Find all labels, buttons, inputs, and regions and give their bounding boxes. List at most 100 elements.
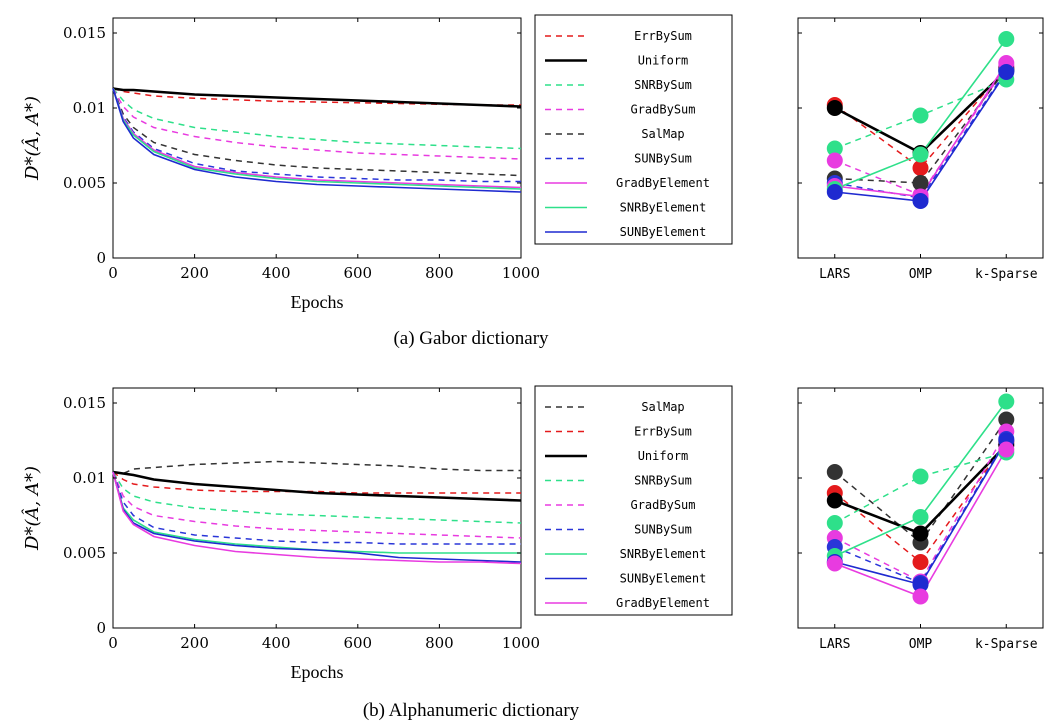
data-point-sunbyelement: [912, 193, 929, 209]
data-point-gradbysum: [826, 152, 843, 169]
data-point-snrbysum: [826, 140, 843, 157]
caption-alphanumeric: (b) Alphanumeric dictionary: [363, 700, 580, 721]
series-line-uniform: [112, 87, 522, 108]
legend-label-snrbysum: SNRBySum: [634, 78, 692, 92]
series-line-snrbyelement: [112, 471, 521, 554]
series-line-gradbyelement: [112, 471, 522, 565]
legend-label-gradbyelement: GradByElement: [616, 176, 710, 190]
x-tick-label: 0: [108, 634, 118, 652]
plot-frame: [112, 17, 522, 259]
x-tick-label: 800: [425, 264, 454, 282]
series-line-sunbysum: [112, 471, 521, 545]
row-alphanumeric: 0 200 400 600 800 1000 0 0.005 0.01 0.015 Epochs D*…: [20, 385, 1044, 721]
method-chart-gabor: LARS OMP k-Sparse: [797, 17, 1044, 282]
x-tick-label: 1000: [502, 264, 540, 282]
y-tick-label: 0: [96, 249, 106, 267]
row-gabor: 0 200 400 600 800 1000 0 0.005 0.01 0.015 Epochs D*…: [20, 14, 1044, 349]
data-point-uniform: [912, 525, 929, 542]
legend-label-snrbysum: SNRBySum: [634, 474, 692, 488]
data-point-uniform: [826, 100, 843, 116]
line-chart-alphanumeric: 0 200 400 600 800 1000 0 0.005 0.01 0.015 Epochs D*…: [20, 387, 540, 682]
data-point-errbysum: [912, 160, 929, 176]
category-label-lars: LARS: [819, 637, 850, 652]
data-point-uniform: [826, 492, 843, 509]
series-line-sunbysum: [112, 88, 521, 183]
x-tick-label: 400: [262, 634, 291, 652]
legend-label-salmap: SalMap: [641, 400, 684, 414]
y-tick-label: 0.015: [63, 24, 106, 42]
data-point-salmap: [912, 175, 929, 191]
legend-label-uniform: Uniform: [638, 449, 689, 463]
data-point-sunbyelement: [998, 64, 1015, 80]
category-label-lars: LARS: [819, 267, 850, 282]
data-point-salmap: [826, 464, 843, 480]
series-line-uniform: [112, 470, 522, 502]
data-point-snrbyelement: [912, 509, 929, 525]
data-point-sunbyelement: [826, 184, 843, 200]
category-label-omp: OMP: [909, 637, 933, 652]
data-point-snrbysum: [912, 107, 929, 124]
data-point-snrbyelement: [998, 31, 1015, 47]
x-tick-label: 200: [180, 264, 209, 282]
category-label-k-sparse: k-Sparse: [975, 267, 1038, 282]
y-tick-label: 0.01: [73, 99, 106, 117]
method-chart-alphanumeric: LARS OMP k-Sparse: [797, 387, 1044, 652]
method-line-errbysum: [834, 67, 1007, 170]
legend-label-uniform: Uniform: [638, 54, 689, 68]
x-tick-label: 600: [343, 264, 372, 282]
y-tick-label: 0: [96, 619, 106, 637]
legend-frame: [534, 14, 733, 245]
x-tick-label: 1000: [502, 634, 540, 652]
line-chart-gabor: 0 200 400 600 800 1000 0 0.005 0.01 0.015 Epochs D*…: [20, 17, 540, 312]
data-point-snrbysum: [826, 515, 843, 531]
plot-frame: [112, 387, 522, 629]
method-line-snrbysum: [834, 451, 1007, 524]
series-line-sunbyelement: [112, 471, 522, 563]
series-line-snrbysum: [112, 471, 522, 524]
legend-label-gradbysum: GradBySum: [630, 498, 695, 512]
legend-label-salmap: SalMap: [641, 127, 684, 141]
y-tick-label: 0.005: [63, 174, 106, 192]
x-tick-label: 800: [425, 634, 454, 652]
category-label-omp: OMP: [909, 267, 933, 282]
y-axis-label: D*(Â, A*): [20, 96, 43, 181]
data-point-snrbyelement: [998, 393, 1015, 410]
x-tick-label: 400: [262, 264, 291, 282]
legend-label-gradbyelement: GradByElement: [616, 596, 710, 610]
x-tick-label: 600: [343, 634, 372, 652]
series-line-snrbysum: [112, 88, 522, 150]
legend-label-sunbysum: SUNBySum: [634, 152, 692, 166]
series-line-salmap: [112, 460, 521, 475]
category-label-k-sparse: k-Sparse: [975, 637, 1038, 652]
legend-label-sunbyelement: SUNByElement: [620, 225, 707, 239]
series-line-snrbyelement: [112, 88, 522, 190]
legend-gabor: ErrBySum Uniform SNRBySum GradBySum SalMap SU…: [534, 14, 733, 245]
x-axis-label: Epochs: [291, 292, 344, 312]
legend-label-sunbyelement: SUNByElement: [620, 572, 707, 586]
series-line-errbysum: [112, 87, 521, 106]
legend-alphanumeric: SalMap ErrBySum Uniform SNRBySum GradBySum SU…: [534, 385, 733, 616]
legend-label-snrbyelement: SNRByElement: [620, 547, 707, 561]
y-tick-label: 0.01: [73, 469, 106, 487]
data-point-gradbyelement: [826, 555, 843, 572]
series-line-gradbyelement: [112, 88, 522, 189]
x-tick-label: 0: [108, 264, 118, 282]
legend-frame: [534, 385, 733, 616]
x-axis-label: Epochs: [291, 662, 344, 682]
legend-label-errbysum: ErrBySum: [634, 425, 692, 439]
x-tick-label: 200: [180, 634, 209, 652]
series-line-gradbysum: [112, 88, 522, 160]
series-line-sunbyelement: [112, 88, 522, 193]
series-line-salmap: [112, 88, 522, 177]
data-point-gradbyelement: [998, 441, 1015, 458]
data-point-sunbyelement: [912, 576, 929, 593]
data-point-snrbyelement: [912, 146, 929, 163]
legend-label-sunbysum: SUNBySum: [634, 523, 692, 537]
y-axis-label: D*(Â, A*): [20, 466, 43, 551]
method-line-gradbysum: [834, 431, 1007, 583]
legend-label-snrbyelement: SNRByElement: [620, 201, 707, 215]
legend-label-gradbysum: GradBySum: [630, 103, 695, 117]
y-tick-label: 0.015: [63, 394, 106, 412]
data-point-snrbysum: [912, 468, 929, 485]
